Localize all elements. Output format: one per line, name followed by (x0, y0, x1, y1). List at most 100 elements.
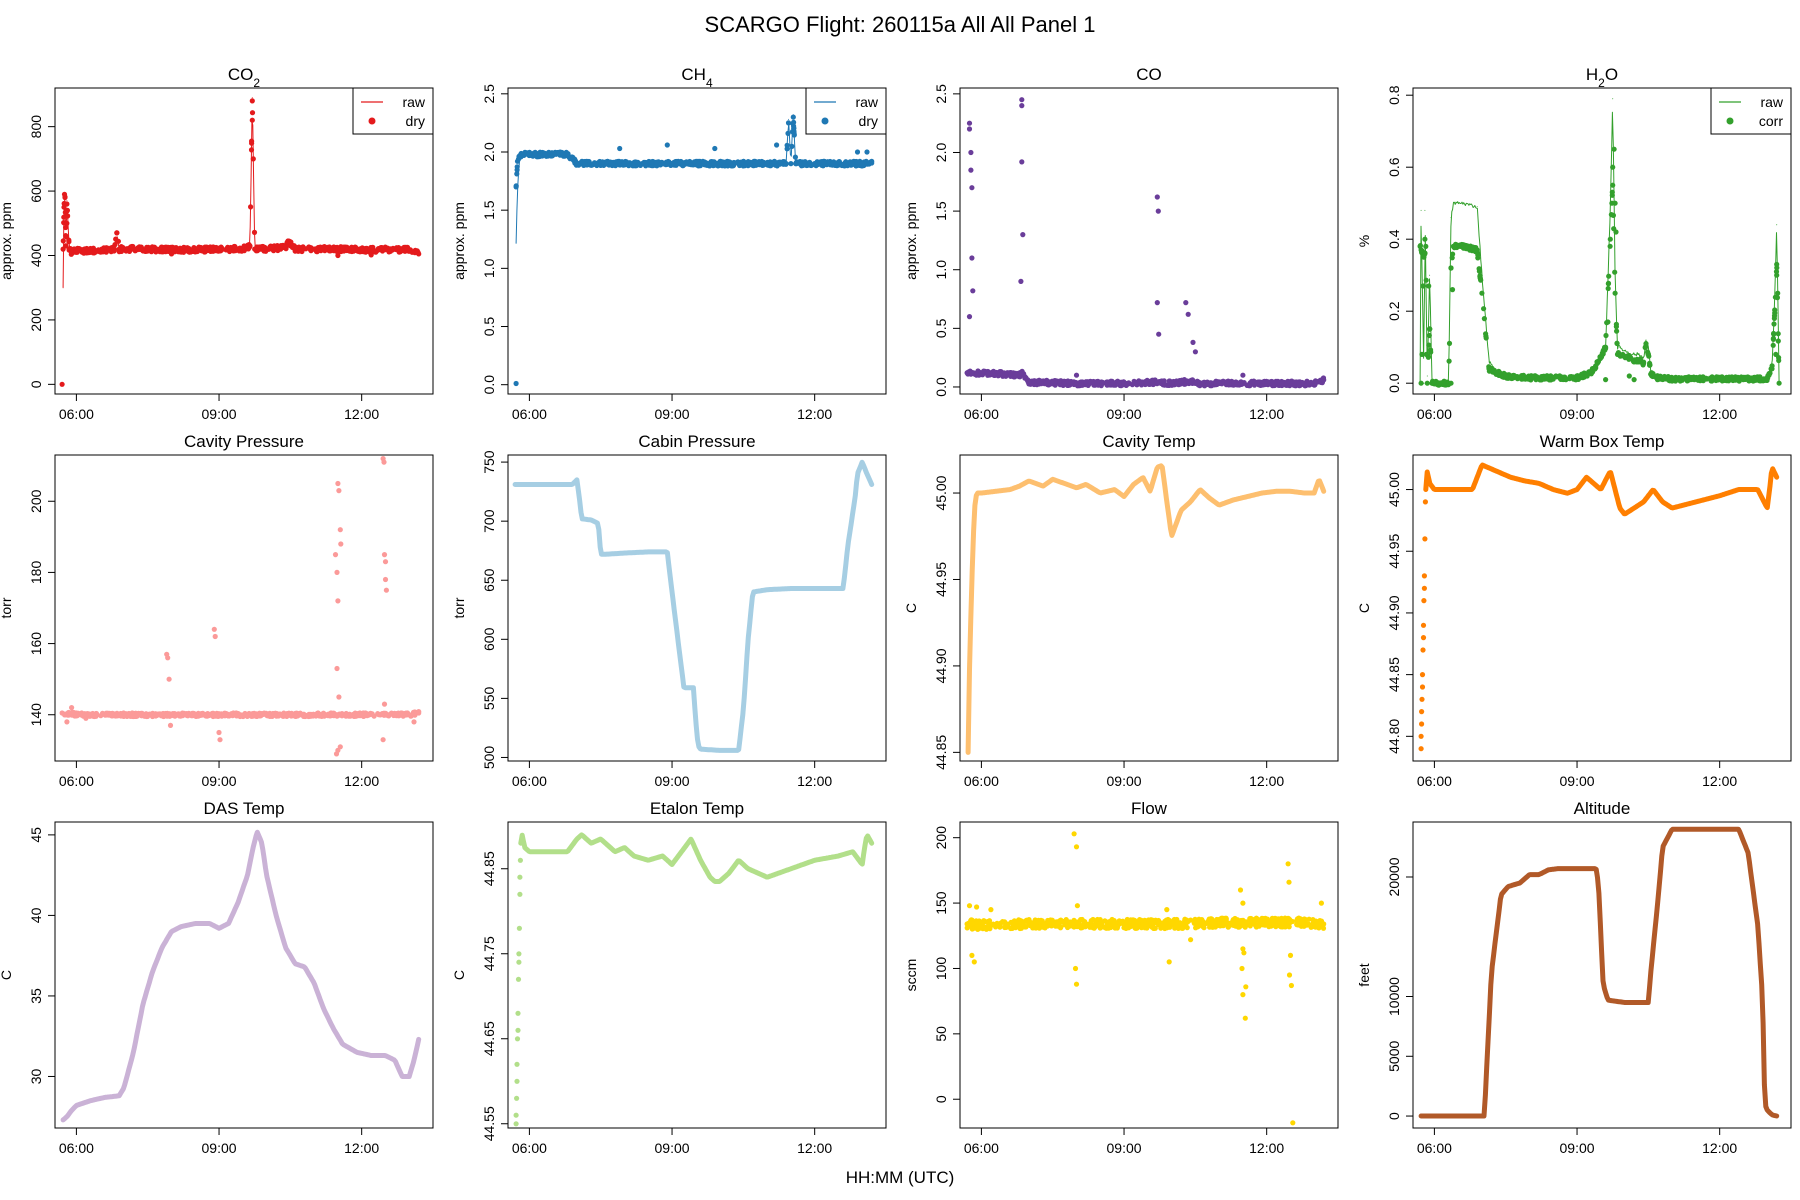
data-point (92, 248, 98, 254)
data-point (1026, 921, 1032, 927)
data-point (1614, 340, 1620, 347)
data-point (249, 117, 255, 123)
series-points (513, 857, 524, 1127)
data-point (165, 712, 171, 718)
data-point (221, 711, 227, 717)
data-point (1607, 236, 1613, 242)
data-point (516, 925, 523, 931)
data-point (516, 959, 522, 965)
data-point (115, 238, 121, 244)
y-axis-label: approx. ppm (903, 202, 919, 280)
data-point (969, 370, 975, 376)
data-point (1140, 922, 1146, 928)
data-point (410, 709, 417, 716)
y-tick-label: 2.0 (933, 143, 949, 163)
x-tick-label: 06:00 (512, 1140, 547, 1156)
data-point (1241, 950, 1247, 956)
data-point (1154, 194, 1160, 200)
data-point (514, 171, 520, 177)
data-point (1195, 924, 1201, 930)
legend: raw dry (805, 87, 887, 135)
data-point (964, 921, 970, 927)
data-point (1622, 353, 1628, 359)
data-point (969, 255, 975, 261)
y-tick-label: 0.6 (1386, 157, 1402, 177)
data-point (1474, 247, 1480, 253)
plot-frame (507, 821, 887, 1129)
data-point (249, 140, 255, 146)
data-point (1770, 335, 1776, 342)
data-point (1002, 371, 1008, 377)
plot-frame (959, 87, 1339, 395)
data-point (1579, 373, 1585, 379)
data-point (126, 710, 132, 717)
chart-panel: Cavity Pressure torr 06:00 09:00 12:00 140 160… (0, 432, 434, 789)
data-point (1476, 266, 1482, 272)
data-point (64, 220, 70, 226)
data-point (1045, 378, 1051, 384)
data-point (1247, 923, 1253, 929)
data-point (1182, 916, 1188, 922)
data-point (166, 676, 172, 682)
plot-frame (507, 87, 887, 395)
chart-title: CO2 (228, 65, 261, 90)
data-point (1190, 339, 1196, 345)
data-point (807, 160, 813, 166)
data-point (1603, 344, 1609, 350)
data-point (1111, 922, 1117, 928)
data-point (1240, 992, 1246, 998)
data-point (695, 161, 702, 167)
data-point (1285, 861, 1291, 867)
data-point (204, 247, 210, 254)
y-tick-label: 2.5 (933, 84, 949, 104)
series-points (59, 98, 422, 387)
y-tick-label: 700 (481, 509, 497, 533)
data-point (994, 923, 1000, 929)
data-point (1661, 373, 1668, 380)
data-point (1446, 358, 1452, 364)
data-point (1422, 236, 1428, 242)
chart-panel: Altitude feet 06:00 09:00 12:00 0 5000 10000 200… (1356, 799, 1792, 1156)
data-point (792, 154, 799, 160)
data-point (1077, 382, 1084, 388)
x-tick-label: 12:00 (797, 1140, 832, 1156)
data-point (706, 163, 713, 169)
data-point (389, 247, 395, 253)
data-point (1003, 924, 1009, 930)
data-point (1240, 900, 1246, 906)
data-point (1156, 331, 1162, 337)
legend-label: raw (1760, 94, 1783, 110)
x-tick-label: 06:00 (1417, 773, 1452, 789)
data-point (1158, 925, 1164, 931)
data-point (985, 371, 991, 377)
data-point (1423, 351, 1429, 357)
y-tick-label: 44.85 (933, 735, 949, 770)
data-point (869, 158, 875, 164)
data-point (836, 159, 843, 165)
data-point (664, 142, 670, 148)
x-tick-label: 09:00 (1107, 406, 1142, 422)
x-tick-label: 09:00 (655, 1140, 690, 1156)
data-point (1592, 366, 1598, 372)
data-point (1755, 375, 1762, 381)
data-point (1717, 376, 1723, 382)
data-point (335, 246, 341, 252)
data-point (1096, 922, 1102, 928)
data-point (991, 372, 997, 378)
y-axis-label: torr (451, 597, 467, 618)
data-point (1163, 920, 1169, 926)
data-point (1216, 920, 1222, 926)
y-tick-label: 1.5 (933, 201, 949, 221)
data-point (1655, 375, 1661, 381)
data-point (855, 159, 861, 165)
data-point (1522, 376, 1529, 382)
data-point (382, 576, 389, 583)
data-point (1631, 377, 1637, 383)
data-point (966, 903, 973, 909)
data-point (599, 159, 606, 165)
plot-frame (54, 821, 434, 1129)
data-point (248, 204, 254, 210)
data-point (1686, 377, 1692, 383)
data-point (574, 161, 580, 167)
data-point (69, 249, 75, 255)
